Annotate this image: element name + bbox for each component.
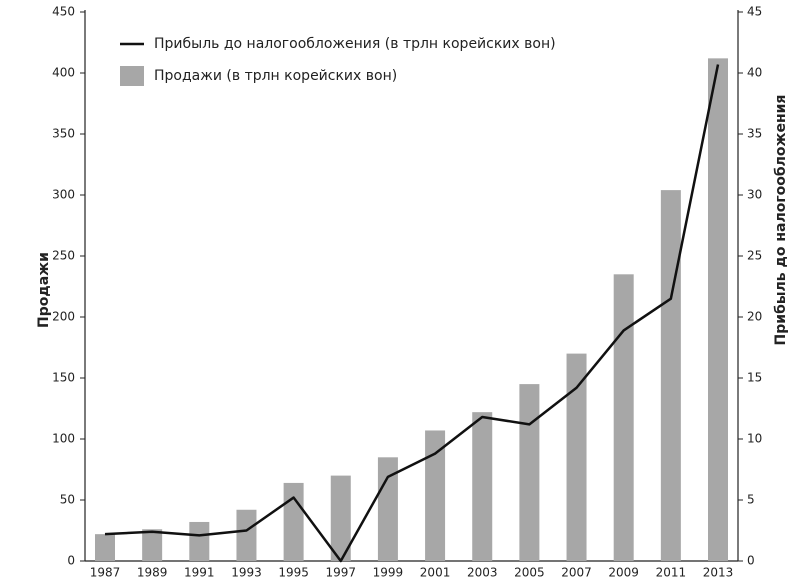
y2-tick-label: 30 bbox=[747, 188, 762, 202]
x-tick-label: 2007 bbox=[561, 566, 592, 580]
x-tick-label: 1989 bbox=[137, 566, 168, 580]
y-tick-label: 450 bbox=[52, 5, 75, 19]
y-tick-label: 0 bbox=[67, 554, 75, 568]
bar bbox=[425, 430, 446, 561]
legend-label: Продажи (в трлн корейских вон) bbox=[154, 68, 397, 84]
y2-tick-label: 5 bbox=[747, 493, 755, 507]
x-tick-label: 1995 bbox=[278, 566, 309, 580]
bar bbox=[519, 384, 540, 561]
bar bbox=[189, 521, 210, 561]
x-tick-label: 2005 bbox=[514, 566, 545, 580]
y2-tick-label: 10 bbox=[747, 432, 762, 446]
bar bbox=[95, 534, 115, 561]
x-tick-label: 2011 bbox=[656, 566, 687, 580]
bar bbox=[330, 475, 351, 561]
y2-tick-label: 20 bbox=[747, 310, 762, 324]
y-tick-label: 250 bbox=[52, 249, 75, 263]
bar bbox=[660, 190, 681, 561]
bar bbox=[708, 58, 728, 562]
y2-tick-label: 35 bbox=[747, 127, 762, 141]
y-tick-label: 50 bbox=[60, 493, 75, 507]
x-tick-label: 1993 bbox=[231, 566, 262, 580]
bar bbox=[472, 412, 493, 561]
x-tick-label: 2013 bbox=[703, 566, 734, 580]
x-tick-label: 1999 bbox=[373, 566, 404, 580]
y2-axis-label: Прибыль до налогообложения bbox=[773, 95, 789, 346]
y-axis-label: Продажи bbox=[36, 252, 52, 328]
legend-swatch bbox=[120, 66, 144, 86]
y2-tick-label: 45 bbox=[747, 5, 762, 19]
bar bbox=[236, 509, 257, 561]
x-tick-label: 1997 bbox=[325, 566, 356, 580]
y-tick-label: 200 bbox=[52, 310, 75, 324]
y2-tick-label: 0 bbox=[747, 554, 755, 568]
y-tick-label: 100 bbox=[52, 432, 75, 446]
legend-label: Прибыль до налогообложения (в трлн корей… bbox=[154, 36, 556, 52]
y2-tick-label: 40 bbox=[747, 66, 762, 80]
y-tick-label: 350 bbox=[52, 127, 75, 141]
x-tick-label: 1987 bbox=[90, 566, 121, 580]
x-tick-label: 2009 bbox=[608, 566, 639, 580]
y-tick-label: 300 bbox=[52, 188, 75, 202]
bar bbox=[283, 482, 304, 561]
x-tick-label: 2003 bbox=[467, 566, 498, 580]
y2-tick-label: 25 bbox=[747, 249, 762, 263]
y2-tick-label: 15 bbox=[747, 371, 762, 385]
bar bbox=[142, 529, 163, 561]
bar bbox=[566, 353, 587, 561]
y-tick-label: 400 bbox=[52, 66, 75, 80]
line bbox=[104, 64, 720, 563]
x-tick-label: 1991 bbox=[184, 566, 215, 580]
y-tick-label: 150 bbox=[52, 371, 75, 385]
bar bbox=[613, 274, 634, 561]
x-tick-label: 2001 bbox=[420, 566, 451, 580]
